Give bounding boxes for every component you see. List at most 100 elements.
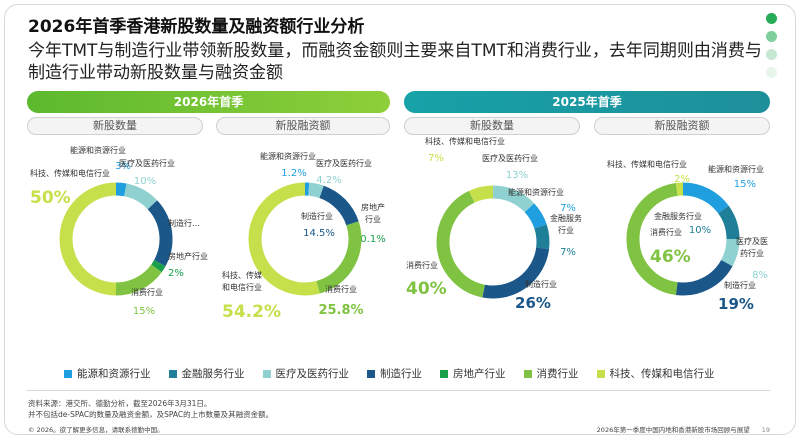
decorative-dot	[766, 13, 777, 24]
slice-value-label: 15%	[734, 179, 756, 190]
legend-item: 制造行业	[367, 366, 422, 381]
page-number: 19	[761, 426, 770, 434]
donut-slice	[524, 203, 547, 229]
slice-value-label: 制造行…	[168, 218, 200, 228]
slice-value-label: 4.2%	[316, 175, 341, 186]
slice-value-label: 2%	[674, 174, 690, 185]
slice-category-label: 房地产行业	[168, 251, 208, 261]
legend-label: 能源和资源行业	[77, 368, 151, 380]
period-banner-2026: 2026年首季	[27, 91, 390, 113]
slice-value-label: 3%	[115, 161, 131, 172]
legend-item: 金融服务行业	[168, 366, 245, 381]
chart-legend: 能源和资源行业 金融服务行业 医疗及医药行业 制造行业 房地产行业 消费行业 科技、传媒和电…	[64, 366, 744, 381]
slice-value-label: 15%	[133, 306, 155, 317]
slice-value-label: 54.2%	[222, 302, 281, 322]
donut-slice	[534, 224, 550, 250]
donut-slice	[316, 221, 362, 294]
donut-slice	[675, 259, 733, 296]
slice-value-label: 10%	[689, 225, 711, 236]
slice-category-label: 消费行业	[650, 227, 682, 237]
legend-swatch	[440, 369, 448, 378]
donut-chart-2025-amount: 能源和资源行业 15% 金融服务行业 10% 医疗及医药行业 8%制造行业 19% 消费行业 4…	[607, 159, 768, 313]
slice-value-label: 2%	[168, 268, 184, 279]
slice-category-label: 和电信行业	[222, 282, 262, 292]
slice-value-label: 26%	[515, 294, 551, 312]
donut-slice	[492, 185, 535, 213]
slice-category-label: 科技、传媒和电信行业	[607, 159, 687, 169]
slice-category-label: 药行业	[740, 248, 764, 258]
source-line: 资料来源：港交所、德勤分析，截至2026年3月31日。	[28, 399, 212, 408]
copyright: © 2026。欲了解更多信息，请联系德勤中国。	[28, 426, 164, 434]
donut-slice	[682, 182, 729, 214]
slice-value-label: 7%	[560, 247, 576, 258]
slice-value-label: 7%	[560, 203, 576, 214]
slice-category-label: 医疗及医药行业	[119, 158, 175, 168]
slice-value-label: 13%	[506, 170, 528, 181]
slide-frame	[4, 4, 796, 435]
slice-category-label: 科技、传媒和电信行业	[30, 168, 110, 178]
legend-item: 房地产行业	[440, 366, 506, 381]
legend-swatch	[262, 369, 271, 378]
slice-category-label: 能源和资源行业	[508, 187, 564, 197]
slice-value-label: 50%	[30, 188, 71, 208]
slice-category-label: 医疗及医药行业	[482, 153, 538, 163]
legend-label: 科技、传媒和电信行业	[609, 368, 715, 380]
slice-value-label: 1.2%	[281, 168, 306, 179]
metric-pill-amount-2025: 新股融资额	[594, 117, 770, 135]
metric-pill-amount-2026: 新股融资额	[216, 117, 390, 135]
donut-slice	[151, 259, 166, 273]
period-banner-2025: 2025年首季	[404, 91, 770, 113]
slice-category-label: 行业	[365, 214, 381, 224]
donut-slice	[718, 205, 740, 240]
donut-slice	[248, 182, 320, 296]
slice-category-label: 消费行业	[406, 260, 438, 270]
slice-category-label: 医疗及医	[736, 236, 768, 246]
footer-title: 2026年第一季度中国内地和香港新股市场回顾与展望	[596, 426, 750, 434]
slice-category-label: 制造行业	[301, 211, 333, 221]
donut-slice	[59, 182, 117, 296]
donut-slice	[115, 182, 127, 197]
donut-slice	[123, 183, 158, 210]
legend-label: 房地产行业	[453, 368, 506, 380]
legend-swatch	[367, 369, 375, 378]
slice-category-label: 行业	[558, 225, 574, 235]
slice-category-label: 科技、传媒和电信行业	[425, 136, 505, 146]
metric-pill-count-2025: 新股数量	[404, 117, 580, 135]
slice-category-label: 金融服务	[550, 213, 582, 223]
donut-slice	[468, 185, 494, 203]
slice-value-label: 19%	[718, 295, 754, 313]
slice-value-label: 46%	[650, 247, 691, 267]
slice-category-label: 房地产	[361, 202, 385, 212]
slice-category-label: 医疗及医药行业	[316, 158, 372, 168]
legend-item: 消费行业	[523, 366, 579, 381]
legend-label: 医疗及医药行业	[275, 368, 350, 380]
donut-slice	[482, 247, 550, 299]
donut-chart-2025-count: 医疗及医药行业13%能源和资源行业7%金融服务行业7%制造行业26%消费行业40…	[406, 136, 582, 312]
decorative-dot	[766, 67, 777, 78]
slice-category-label: 能源和资源行业	[708, 164, 764, 174]
slice-category-label: 消费行业	[131, 287, 163, 297]
decorative-dot	[766, 49, 777, 60]
legend-label: 金融服务行业	[181, 368, 245, 380]
donut-slice	[720, 238, 740, 267]
legend-swatch	[64, 369, 72, 378]
footer: 2026年第一季度中国内地和香港新股市场回顾与展望 19	[597, 424, 770, 434]
divider	[26, 390, 770, 391]
slice-value-label: 14.5%	[303, 228, 335, 239]
donut-chart-2026-count: 能源和资源行业 3%医疗及医药行业 10% 制造行… 房地产行业 2% 消费行业 15% 科技、…	[30, 145, 208, 317]
slice-value-label: 40%	[406, 279, 447, 299]
slice-value-label: 8%	[752, 270, 768, 281]
legend-swatch	[168, 369, 177, 378]
slice-category-label: 科技、传媒	[222, 270, 262, 280]
slice-value-label: 0.1%	[360, 234, 385, 245]
decorative-dot	[766, 31, 777, 42]
legend-item: 科技、传媒和电信行业	[596, 366, 715, 381]
donut-slice	[308, 182, 324, 199]
legend-swatch	[596, 369, 605, 378]
page-subtitle: 今年TMT与制造行业带领新股数量，而融资金额则主要来自TMT和消费行业，去年同期…	[28, 41, 762, 83]
page-title: 2026年首季香港新股数量及融资额行业分析	[28, 17, 365, 37]
slice-category-label: 制造行业	[525, 279, 557, 289]
donut-chart-2026-amount: 能源和资源行业 1.2% 医疗及医药行业 4.2% 制造行业 14.5% 房地产行业 0.1%…	[222, 151, 386, 322]
slice-category-label: 消费行业	[325, 284, 357, 294]
